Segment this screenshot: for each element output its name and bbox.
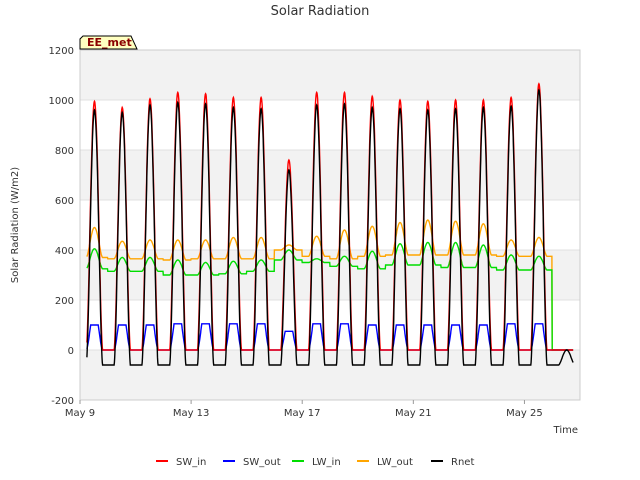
legend-label: LW_in	[312, 457, 341, 468]
x-tick-label: May 25	[506, 408, 543, 419]
background-band	[80, 50, 580, 100]
x-axis-title: Time	[553, 425, 578, 436]
background-band	[80, 350, 580, 400]
y-tick-label: 400	[55, 246, 74, 257]
y-axis-ticks: -200 0 200 400 600 800 1000 1200	[49, 46, 74, 407]
y-tick-label: 1200	[49, 46, 74, 57]
legend-label: SW_in	[176, 457, 206, 468]
plot-background-bands	[80, 50, 580, 400]
y-tick-label: 200	[55, 296, 74, 307]
site-badge-label: EE_met	[87, 36, 132, 49]
x-tick-label: May 21	[395, 408, 432, 419]
series-lines	[86, 82, 574, 366]
series-line-rnet	[86, 88, 574, 366]
plot-frame	[79, 49, 581, 401]
background-band	[80, 300, 580, 350]
y-tick-label: 0	[68, 346, 74, 357]
legend-label: Rnet	[451, 457, 474, 468]
background-band	[80, 200, 580, 250]
site-badge: EE_met	[79, 35, 138, 50]
x-tick-label: May 13	[173, 408, 210, 419]
series-line-lw-out	[86, 219, 574, 351]
background-band	[80, 100, 580, 150]
legend: SW_in SW_out LW_in LW_out Rnet	[156, 457, 474, 468]
y-tick-label: 1000	[49, 96, 74, 107]
x-tick-label: May 9	[65, 408, 95, 419]
series-line-sw-in	[86, 82, 574, 351]
y-axis-title: Solar Radiation (W/m2)	[10, 167, 21, 283]
series-line-lw-in	[86, 241, 574, 351]
chart-title: Solar Radiation	[271, 4, 370, 19]
site-badge-box	[79, 35, 138, 50]
background-band	[80, 150, 580, 200]
legend-label: SW_out	[243, 457, 281, 468]
x-axis-ticks: May 9 May 13 May 17 May 21 May 25	[65, 400, 543, 419]
y-tick-label: 800	[55, 146, 74, 157]
legend-label: LW_out	[377, 457, 413, 468]
x-tick-label: May 17	[284, 408, 321, 419]
y-tick-label: 600	[55, 196, 74, 207]
y-tick-label: -200	[51, 396, 74, 407]
